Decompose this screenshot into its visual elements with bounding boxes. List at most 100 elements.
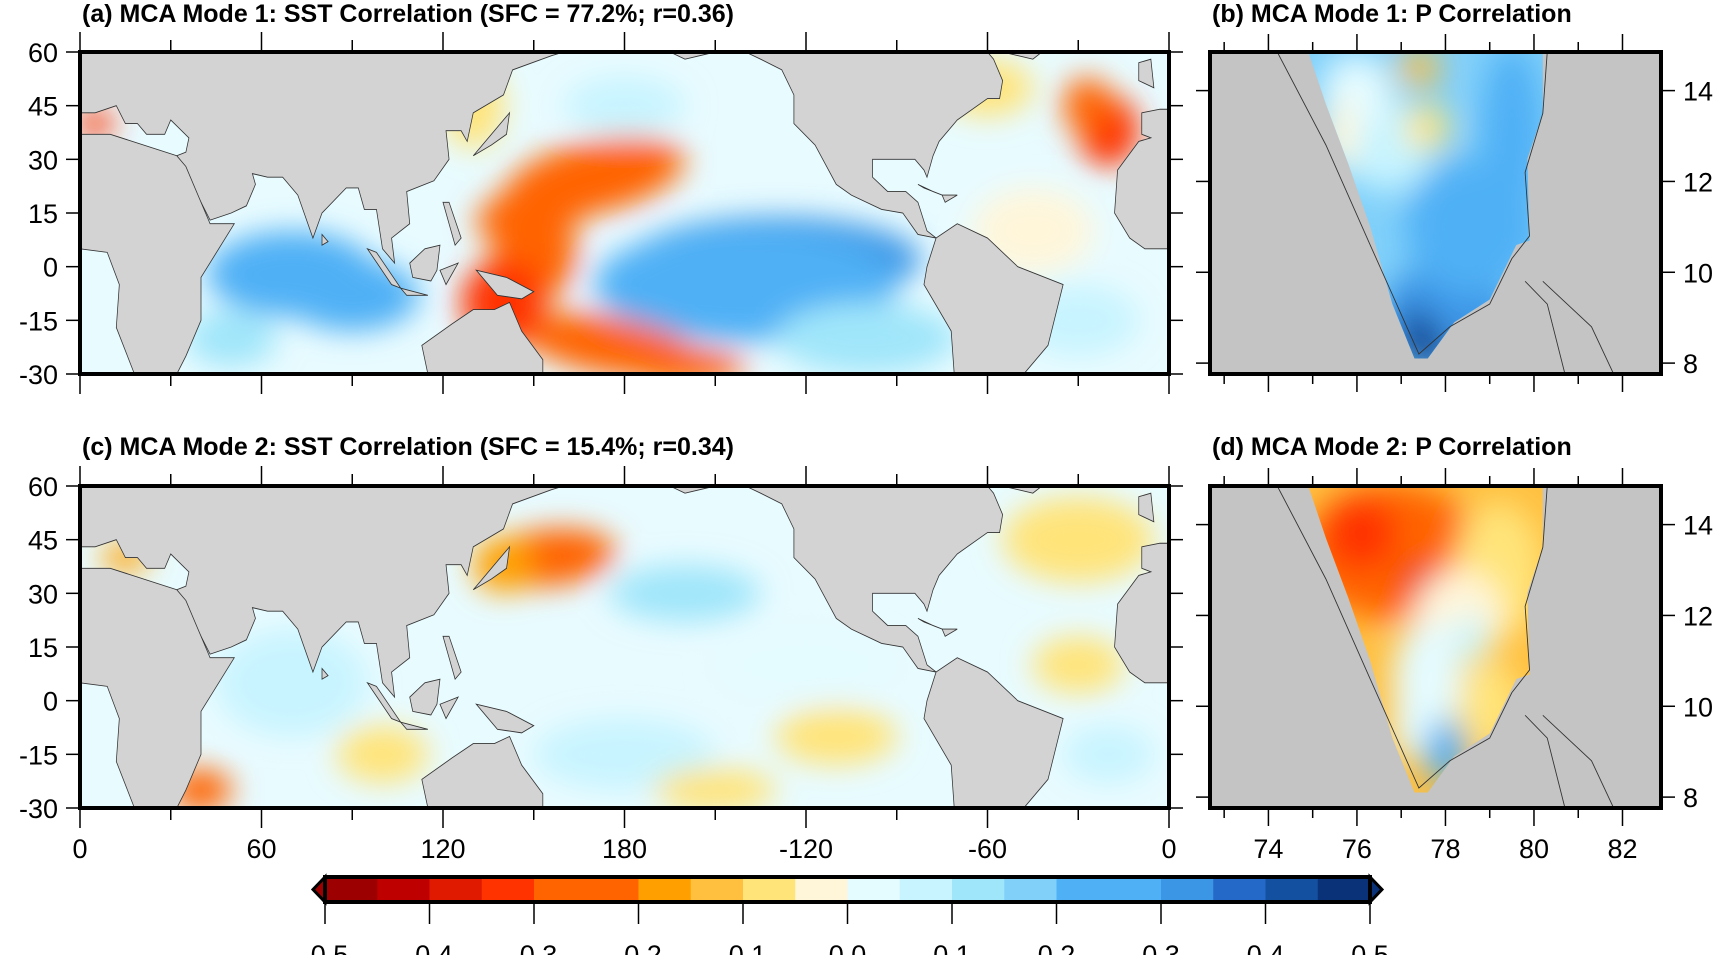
lat-label: -15: [19, 306, 58, 336]
lat-label: 30: [28, 145, 58, 175]
colorbar-bin: [481, 877, 535, 902]
panel-d-map: 14 12 10 8 74 76 78 80 82: [1196, 468, 1713, 864]
plot-frame: [1208, 484, 1663, 810]
land-mass: [475, 269, 535, 300]
colorbar-label: -0.4: [406, 940, 453, 955]
correlation-anomaly: [1063, 77, 1112, 135]
lat-label: 15: [28, 633, 58, 663]
land-mass: [80, 486, 565, 699]
colorbar-bin: [795, 877, 848, 902]
colorbar-bin: [952, 877, 1005, 902]
panel-b-plot-area: [1210, 52, 1661, 374]
lat-label: 15: [28, 199, 58, 229]
correlation-anomaly: [1002, 496, 1154, 583]
colorbar-label: 0.4: [1247, 940, 1285, 955]
panel-a-plot-area: [80, 52, 1169, 374]
colorbar-bin: [690, 877, 744, 902]
correlation-anomaly: [185, 309, 277, 367]
correlation-field: [80, 59, 1139, 374]
colorbar-bin: [325, 877, 378, 902]
colorbar-bin: [586, 877, 639, 902]
colorbar-bin: [1265, 877, 1319, 902]
colorbar-bin: [377, 877, 430, 902]
lat-label: 12: [1683, 601, 1713, 631]
correlation-anomaly: [1454, 615, 1490, 661]
correlation-anomaly: [216, 629, 368, 737]
lat-label: 10: [1683, 258, 1713, 288]
lat-label: 14: [1683, 77, 1713, 107]
coastline: [1276, 52, 1548, 355]
colorbar-bin: [1161, 877, 1214, 902]
correlation-anomaly: [654, 768, 776, 808]
land-mass: [1138, 492, 1155, 523]
lon-label: 74: [1253, 834, 1283, 864]
lon-label: 0: [1161, 834, 1176, 864]
lon-label: 78: [1430, 834, 1460, 864]
correlation-anomaly: [80, 109, 114, 138]
land-mass: [669, 52, 1004, 239]
colorbar-label: -0.3: [511, 940, 558, 955]
panel-a-map: 60 45 30 15 0 -15 -30: [19, 32, 1183, 394]
correlation-anomaly: [1396, 52, 1442, 87]
lat-label: 45: [28, 526, 58, 556]
correlation-anomaly: [1325, 497, 1397, 571]
land-mass: [923, 223, 1064, 374]
lon-label: 0: [72, 834, 87, 864]
land-mass: [439, 696, 460, 720]
panel-b-map: 14 12 10 8: [1196, 34, 1713, 392]
land-mass: [917, 617, 943, 630]
correlation-anomaly: [609, 564, 761, 622]
colorbar-label: 0.0: [829, 940, 867, 955]
land-mass: [475, 703, 535, 734]
lat-label: 12: [1683, 167, 1713, 197]
land-mass: [421, 301, 544, 374]
correlation-anomaly: [1405, 104, 1450, 150]
lat-label: 45: [28, 92, 58, 122]
panel-c-plot-area: [80, 486, 1169, 808]
continents: [80, 486, 1169, 808]
correlation-anomaly: [624, 348, 746, 374]
correlation-anomaly: [564, 77, 685, 135]
correlation-anomaly: [1032, 636, 1124, 694]
land-mass: [472, 111, 511, 157]
land-mass: [941, 194, 958, 203]
land-mass: [917, 183, 943, 196]
colorbar-label: -0.1: [720, 940, 767, 955]
land-mass: [409, 678, 441, 716]
colorbar-bin: [638, 877, 692, 902]
coastline: [1276, 486, 1548, 789]
land-mass: [399, 721, 428, 730]
land-mass: [1138, 58, 1155, 89]
colorbar: -0.5 -0.4 -0.3 -0.2 -0.1 0.0 0.1 0.2 0.3 0.4 0.5: [302, 873, 1389, 955]
land-mass: [321, 667, 329, 680]
lon-label: 82: [1607, 834, 1637, 864]
land-mass: [669, 486, 1004, 673]
land-mass: [442, 201, 462, 247]
correlation-anomaly: [285, 259, 419, 332]
colorbar-label: 0.3: [1142, 940, 1180, 955]
land-mass: [80, 567, 236, 808]
land-mass: [472, 545, 511, 591]
land-mass: [80, 52, 565, 265]
land-mass: [442, 635, 462, 681]
colorbar-bin: [1317, 877, 1371, 902]
panel-b-title: (b) MCA Mode 1: P Correlation: [1212, 0, 1572, 28]
land-mass: [321, 233, 329, 246]
colorbar-bin: [1213, 877, 1266, 902]
colorbar-label: -0.2: [615, 940, 662, 955]
colorbar-bin: [847, 877, 901, 902]
lon-label: 60: [246, 834, 276, 864]
sri-lanka-coastline: [1524, 715, 1615, 808]
colorbar-bin: [899, 877, 953, 902]
land-mass: [1114, 542, 1169, 684]
correlation-field: [101, 496, 1154, 808]
panel-c-map: 60 45 30 15 0 -15 -30 0 60 120 180 -120 -60 0: [19, 466, 1183, 864]
colorbar-bin: [1004, 877, 1057, 902]
panel-d-title: (d) MCA Mode 2: P Correlation: [1212, 433, 1572, 461]
colorbar-label: -0.5: [302, 940, 349, 955]
land-mass: [1114, 108, 1169, 250]
lat-label: -30: [19, 794, 58, 824]
lat-label: -30: [19, 360, 58, 390]
correlation-anomaly: [337, 725, 428, 783]
